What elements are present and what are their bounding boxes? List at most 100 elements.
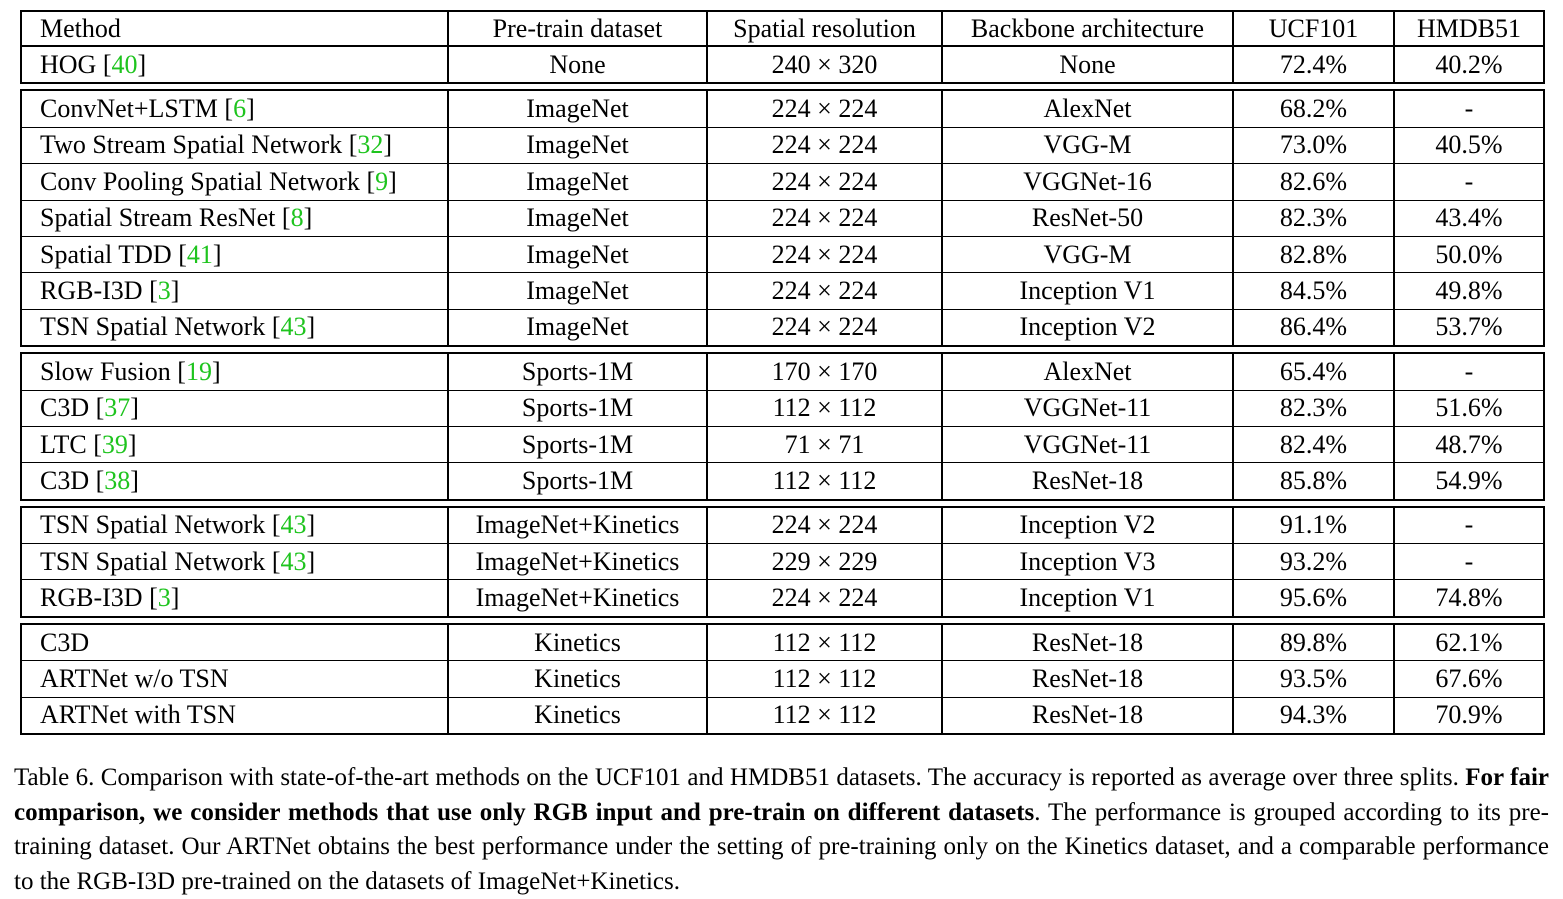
citation-link[interactable]: 37	[104, 393, 131, 423]
table-row: Spatial Stream ResNet [8] ImageNet 224 × 2…	[20, 199, 1545, 237]
caption-text-1: Table 6. Comparison with state-of-the-ar…	[14, 764, 1466, 791]
citation-link[interactable]: 9	[375, 166, 389, 196]
citation-link[interactable]: 19	[185, 356, 212, 386]
citation-link[interactable]: 38	[104, 465, 131, 495]
citation-link[interactable]: 41	[186, 239, 213, 269]
citation-link[interactable]: 43	[280, 510, 307, 540]
method-cell: Spatial TDD [41]	[20, 235, 449, 273]
pretrain-cell: ImageNet+Kinetics	[447, 579, 708, 618]
method-cell: Two Stream Spatial Network [32]	[20, 126, 449, 164]
resolution-cell: 71 × 71	[706, 425, 943, 463]
caption-bold-text: For fair comparison, we consider methods…	[14, 764, 1549, 826]
group-gap	[21, 346, 1544, 353]
ucf101-cell: 68.2%	[1232, 89, 1395, 128]
header-method: Method	[20, 10, 449, 47]
table-row: TSN Spatial Network [43] ImageNet+Kinetic…	[20, 505, 1545, 544]
method-cell: RGB-I3D [3]	[20, 579, 449, 618]
backbone-cell: ResNet-18	[941, 660, 1234, 698]
header-row: Method Pre-train dataset Spatial resolut…	[20, 10, 1545, 47]
table-row: ConvNet+LSTM [6] ImageNet 224 × 224 AlexNet…	[20, 89, 1545, 128]
table-row: RGB-I3D [3] ImageNet+Kinetics 224 × 224 Inc…	[20, 579, 1545, 618]
hmdb51-cell: -	[1393, 352, 1545, 391]
hmdb51-cell: 48.7%	[1393, 425, 1545, 463]
citation-link[interactable]: 8	[290, 203, 304, 233]
ucf101-cell: 94.3%	[1232, 696, 1395, 736]
ucf101-cell: 91.1%	[1232, 505, 1395, 544]
hmdb51-cell: -	[1393, 543, 1545, 580]
citation-link[interactable]: 43	[280, 312, 307, 342]
pretrain-cell: ImageNet+Kinetics	[447, 505, 708, 544]
method-cell: C3D	[20, 622, 449, 661]
group-gap	[21, 500, 1544, 507]
method-name: LTC	[40, 429, 87, 459]
resolution-cell: 170 × 170	[706, 352, 943, 391]
backbone-cell: ResNet-50	[941, 199, 1234, 237]
method-cell: ConvNet+LSTM [6]	[20, 89, 449, 128]
table-row: TSN Spatial Network [43] ImageNet+Kinetic…	[20, 543, 1545, 580]
header-pretrain: Pre-train dataset	[447, 10, 708, 47]
table-row: RGB-I3D [3] ImageNet 224 × 224 Inception V1…	[20, 272, 1545, 310]
citation-link[interactable]: 32	[357, 130, 384, 160]
citation-link[interactable]: 3	[157, 583, 171, 613]
backbone-cell: Inception V3	[941, 543, 1234, 580]
pretrain-cell: Kinetics	[447, 622, 708, 661]
hmdb51-cell: 67.6%	[1393, 660, 1545, 698]
citation-link[interactable]: 39	[101, 429, 128, 459]
resolution-cell: 224 × 224	[706, 579, 943, 618]
method-cell: ARTNet w/o TSN	[20, 660, 449, 698]
header-hmdb51: HMDB51	[1393, 10, 1545, 47]
method-name: ConvNet+LSTM	[40, 94, 218, 124]
citation-link[interactable]: 43	[280, 546, 307, 576]
table-caption: Table 6. Comparison with state-of-the-ar…	[14, 761, 1549, 899]
ucf101-cell: 73.0%	[1232, 126, 1395, 164]
table-body: HOG [40] None 240 × 320 None 72.4% 40.2% ConvN…	[20, 44, 1545, 736]
pretrain-cell: Kinetics	[447, 660, 708, 698]
backbone-cell: AlexNet	[941, 89, 1234, 128]
hmdb51-cell: 43.4%	[1393, 199, 1545, 237]
backbone-cell: VGGNet-16	[941, 163, 1234, 201]
pretrain-cell: ImageNet	[447, 308, 708, 348]
pretrain-cell: Sports-1M	[447, 352, 708, 391]
table-row: C3D [38] Sports-1M 112 × 112 ResNet-18 85.8%…	[20, 462, 1545, 501]
method-cell: HOG [40]	[20, 44, 449, 85]
ucf101-cell: 65.4%	[1232, 352, 1395, 391]
ucf101-cell: 82.6%	[1232, 163, 1395, 201]
pretrain-cell: ImageNet	[447, 235, 708, 273]
method-cell: RGB-I3D [3]	[20, 272, 449, 310]
method-name: RGB-I3D	[40, 276, 143, 306]
resolution-cell: 224 × 224	[706, 89, 943, 128]
resolution-cell: 224 × 224	[706, 163, 943, 201]
method-name: C3D	[40, 627, 90, 657]
hmdb51-cell: 70.9%	[1393, 696, 1545, 736]
table-row: HOG [40] None 240 × 320 None 72.4% 40.2%	[20, 44, 1545, 85]
backbone-cell: None	[941, 44, 1234, 85]
header-backbone: Backbone architecture	[941, 10, 1234, 47]
hmdb51-cell: 74.8%	[1393, 579, 1545, 618]
pretrain-cell: Kinetics	[447, 696, 708, 736]
backbone-cell: Inception V1	[941, 579, 1234, 618]
results-table-container: Method Pre-train dataset Spatial resolut…	[20, 10, 1545, 736]
ucf101-cell: 93.2%	[1232, 543, 1395, 580]
ucf101-cell: 85.8%	[1232, 462, 1395, 501]
resolution-cell: 224 × 224	[706, 126, 943, 164]
resolution-cell: 224 × 224	[706, 199, 943, 237]
resolution-cell: 224 × 224	[706, 235, 943, 273]
backbone-cell: Inception V2	[941, 308, 1234, 348]
group-gap	[21, 617, 1544, 624]
citation-link[interactable]: 6	[233, 94, 247, 124]
pretrain-cell: Sports-1M	[447, 462, 708, 501]
table-row: TSN Spatial Network [43] ImageNet 224 × 22…	[20, 308, 1545, 348]
backbone-cell: ResNet-18	[941, 462, 1234, 501]
pretrain-cell: ImageNet	[447, 199, 708, 237]
table-row: ARTNet with TSN Kinetics 112 × 112 ResNet-1…	[20, 696, 1545, 736]
table-row: C3D Kinetics 112 × 112 ResNet-18 89.8% 62.1%	[20, 622, 1545, 661]
method-name: Slow Fusion	[40, 356, 171, 386]
pretrain-cell: ImageNet	[447, 272, 708, 310]
pretrain-cell: Sports-1M	[447, 425, 708, 463]
method-name: ARTNet with TSN	[40, 700, 236, 730]
citation-link[interactable]: 40	[111, 49, 138, 79]
citation-link[interactable]: 3	[157, 276, 171, 306]
ucf101-cell: 82.4%	[1232, 425, 1395, 463]
backbone-cell: Inception V1	[941, 272, 1234, 310]
method-name: RGB-I3D	[40, 583, 143, 613]
